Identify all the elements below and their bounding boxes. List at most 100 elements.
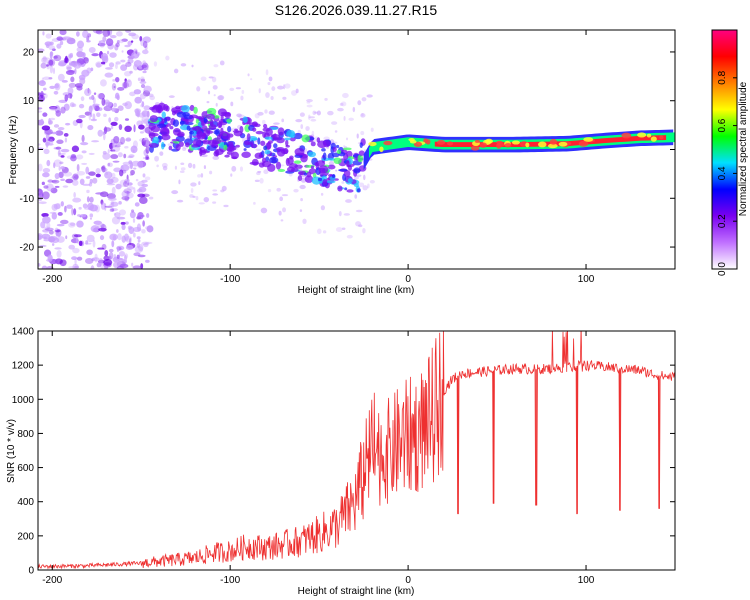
- spectrogram-blob: [98, 257, 103, 266]
- spectrogram-x-tick-label: 100: [578, 274, 595, 285]
- spectrogram-blob: [367, 183, 370, 189]
- spectrogram-blob: [143, 242, 149, 248]
- spectrogram-blob: [251, 158, 259, 166]
- spectrogram-blob: [49, 41, 54, 46]
- spectrogram-blob: [45, 132, 50, 140]
- spectrogram-blob: [235, 144, 240, 148]
- spectrogram-blob: [212, 155, 220, 161]
- spectrogram-blob: [304, 175, 314, 183]
- spectrogram-blob: [171, 138, 180, 142]
- spectrogram-blob: [119, 136, 126, 145]
- spectrogram-blob: [191, 126, 202, 131]
- spectrogram-blob: [92, 103, 100, 107]
- spectrogram-blob: [277, 168, 286, 173]
- spectrogram-blob: [144, 156, 150, 161]
- spectrogram-blob: [167, 143, 173, 147]
- spectrogram-blob: [341, 227, 346, 230]
- spectrogram-blob: [171, 190, 179, 195]
- spectrogram-blob: [203, 196, 210, 203]
- spectrogram-blob: [128, 226, 135, 234]
- spectrogram-blob: [129, 70, 133, 74]
- spectrogram-blob: [238, 114, 245, 119]
- spectrogram-blob: [247, 141, 254, 146]
- spectrogram-blob: [413, 141, 423, 147]
- spectrogram-blob: [141, 101, 145, 108]
- spectrogram-blob: [116, 216, 126, 220]
- spectrogram-blob: [124, 44, 131, 48]
- spectrogram-blob: [265, 156, 270, 163]
- spectrogram-blob: [95, 173, 101, 178]
- spectrogram-blob: [51, 243, 55, 246]
- spectrogram-blob: [121, 224, 126, 231]
- spectrogram-blob: [48, 59, 54, 66]
- spectrogram-blob: [165, 55, 170, 61]
- spectrogram-blob: [240, 95, 244, 101]
- spectrogram-blob: [116, 265, 124, 269]
- spectrogram-blob: [497, 142, 505, 147]
- spectrogram-blob: [58, 152, 66, 155]
- spectrogram-blob: [282, 96, 287, 100]
- spectrogram-blob: [116, 254, 120, 259]
- spectrogram-blob: [41, 212, 49, 218]
- spectrogram-blob: [124, 179, 128, 184]
- spectrogram-blob: [149, 115, 158, 123]
- spectrogram-blob: [282, 207, 287, 213]
- spectrogram-blob: [220, 114, 224, 122]
- spectrogram-blob: [260, 140, 266, 146]
- spectrogram-blob: [547, 143, 558, 149]
- spectrogram-blob: [208, 124, 217, 130]
- spectrogram-blob: [83, 57, 89, 64]
- spectrogram-blob: [69, 40, 76, 44]
- spectrogram-blob: [121, 81, 130, 89]
- spectrogram-blob: [195, 195, 199, 201]
- spectrogram-blob: [437, 139, 446, 145]
- spectrogram-blob: [265, 128, 273, 136]
- spectrogram-blob: [50, 187, 58, 194]
- spectrogram-blob: [88, 152, 95, 155]
- spectrogram-blob: [130, 145, 138, 154]
- snr-plot-area: [38, 331, 675, 570]
- spectrogram-blob: [346, 189, 354, 193]
- spectrogram-blob: [259, 177, 264, 184]
- spectrogram-blob: [211, 76, 217, 83]
- spectrogram-blob: [263, 123, 268, 129]
- spectrogram-blob: [284, 137, 291, 141]
- spectrogram-blob: [85, 176, 91, 179]
- spectrogram-blob: [73, 192, 76, 198]
- spectrogram-blob: [303, 172, 308, 176]
- spectrogram-blob: [86, 234, 95, 243]
- spectrogram-blob: [131, 209, 135, 213]
- spectrogram-blob: [84, 242, 92, 245]
- spectrogram-blob: [306, 104, 313, 108]
- spectrogram-blob: [89, 213, 94, 218]
- spectrogram-blob: [103, 126, 108, 134]
- spectrogram-blob: [264, 109, 268, 114]
- spectrogram-blob: [38, 234, 42, 241]
- spectrogram-blob: [39, 80, 45, 84]
- spectrogram-blob: [174, 165, 177, 170]
- spectrogram-blob: [40, 62, 47, 69]
- spectrogram-blob: [106, 178, 114, 184]
- spectrogram-blob: [72, 263, 79, 269]
- spectrogram-blob: [265, 69, 269, 76]
- spectrogram-blob: [128, 154, 135, 158]
- spectrogram-blob: [126, 178, 130, 183]
- spectrogram-blob: [212, 85, 218, 90]
- spectrogram-blob: [267, 163, 276, 172]
- spectrogram-blob: [294, 164, 303, 169]
- spectrogram-blob: [112, 78, 116, 82]
- spectrogram-blob: [347, 178, 353, 184]
- spectrogram-blob: [337, 107, 344, 112]
- spectrogram-blob: [149, 132, 159, 137]
- spectrogram-blob: [120, 64, 128, 71]
- spectrogram-blob: [192, 138, 202, 147]
- spectrogram-blob: [206, 100, 210, 104]
- spectrogram-blob: [118, 250, 126, 257]
- spectrogram-blob: [101, 167, 108, 173]
- spectrogram-blob: [185, 119, 190, 125]
- spectrogram-blob: [105, 172, 109, 176]
- spectrogram-blob: [47, 254, 53, 262]
- snr-x-ticks: -200 -100 0 100: [42, 331, 595, 586]
- spectrogram-blob: [217, 95, 224, 101]
- spectrogram-blob: [51, 179, 60, 184]
